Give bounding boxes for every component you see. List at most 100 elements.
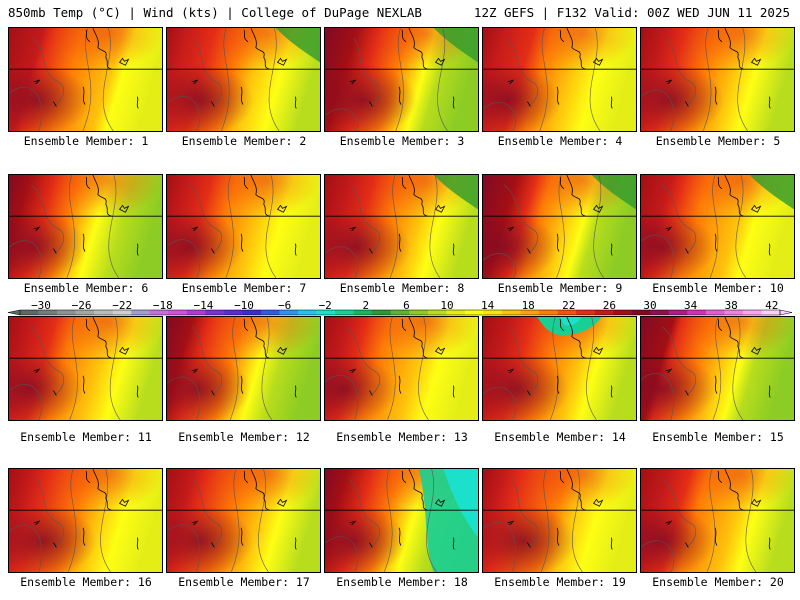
ensemble-map-panel (640, 316, 795, 421)
ensemble-member-label: Ensemble Member: 7 (181, 281, 307, 295)
ensemble-map-panel (324, 174, 479, 279)
temperature-field-map (483, 317, 636, 420)
ensemble-map-panel (482, 27, 637, 132)
colorbar-tick-label: 10 (440, 299, 454, 312)
colorbar-tick-label: −6 (277, 299, 292, 312)
temperature-field-map (9, 28, 162, 131)
colorbar-tick-label: −30 (31, 299, 51, 312)
colorbar-swatch (20, 310, 39, 315)
ensemble-map-panel (166, 174, 321, 279)
ensemble-member-label: Ensemble Member: 4 (497, 134, 623, 148)
colorbar-swatch (705, 310, 725, 315)
colorbar-swatch (446, 310, 466, 315)
temperature-field-map (167, 28, 320, 131)
colorbar-swatch (94, 310, 113, 315)
colorbar-tick-label: −10 (234, 299, 254, 312)
ensemble-member-label: Ensemble Member: 15 (652, 430, 784, 444)
colorbar-swatch (687, 310, 707, 315)
ensemble-member-label: Ensemble Member: 12 (178, 430, 310, 444)
temperature-field-map (325, 317, 478, 420)
colorbar-swatch (75, 310, 95, 315)
temperature-field-map (483, 28, 636, 131)
temperature-field-map (325, 469, 478, 572)
colorbar-swatch (539, 310, 558, 315)
chart-title: 850mb Temp (°C) | Wind (kts) | College o… (8, 5, 422, 20)
colorbar-tick-label: 26 (602, 299, 617, 312)
ensemble-member-label: Ensemble Member: 20 (652, 575, 784, 589)
colorbar-swatch (316, 310, 336, 315)
colorbar-swatch (131, 310, 151, 315)
colorbar-swatch (520, 310, 540, 315)
colorbar-tick-label: 34 (683, 299, 698, 312)
ensemble-member-label: Ensemble Member: 13 (336, 430, 468, 444)
colorbar-tick-label: −18 (152, 299, 173, 312)
ensemble-map-panel (324, 27, 479, 132)
colorbar-tick-label: 30 (643, 299, 657, 312)
ensemble-map-panel (482, 174, 637, 279)
colorbar-tick-label: −26 (71, 299, 92, 312)
colorbar-swatch (742, 310, 762, 315)
ensemble-member-label: Ensemble Member: 5 (655, 134, 781, 148)
ensemble-member-label: Ensemble Member: 9 (497, 281, 623, 295)
colorbar-swatch (761, 310, 781, 315)
colorbar-swatch (650, 310, 670, 315)
temperature-field-map (325, 175, 478, 278)
colorbar-tick-label: 22 (562, 299, 576, 312)
ensemble-map-panel (640, 174, 795, 279)
colorbar-swatch (223, 310, 243, 315)
ensemble-map-panel (640, 27, 795, 132)
colorbar-swatch (205, 310, 225, 315)
colorbar-swatch (38, 310, 58, 315)
colorbar-swatch (186, 310, 206, 315)
colorbar-swatch (298, 310, 317, 315)
ensemble-member-label: Ensemble Member: 10 (652, 281, 784, 295)
ensemble-map-panel (482, 468, 637, 573)
colorbar-tick-label: −2 (318, 299, 332, 312)
ensemble-member-label: Ensemble Member: 17 (178, 575, 310, 589)
ensemble-member-label: Ensemble Member: 6 (23, 281, 149, 295)
ensemble-member-label: Ensemble Member: 3 (339, 134, 465, 148)
colorbar-swatch (409, 310, 429, 315)
ensemble-member-label: Ensemble Member: 1 (23, 134, 149, 148)
ensemble-map-panel (324, 316, 479, 421)
colorbar-swatch (668, 310, 688, 315)
colorbar-arrow-left (8, 309, 21, 316)
colorbar-swatch (724, 310, 744, 315)
colorbar-swatch (279, 310, 299, 315)
colorbar-swatch (483, 310, 503, 315)
colorbar-swatch (112, 310, 132, 315)
colorbar-swatch (557, 310, 577, 315)
temperature-field-map (641, 469, 794, 572)
ensemble-map-panel (640, 468, 795, 573)
ensemble-map-panel (324, 468, 479, 573)
ensemble-member-label: Ensemble Member: 16 (20, 575, 152, 589)
ensemble-member-label: Ensemble Member: 18 (336, 575, 468, 589)
colorbar-tick-label: −14 (193, 299, 214, 312)
ensemble-map-panel (8, 27, 163, 132)
ensemble-map-panel (166, 27, 321, 132)
temperature-field-map (641, 175, 794, 278)
colorbar-swatch (631, 310, 651, 315)
colorbar-swatch (501, 310, 521, 315)
temperature-field-map (325, 28, 478, 131)
colorbar-swatch (390, 310, 410, 315)
colorbar-tick-label: −22 (112, 299, 133, 312)
colorbar-swatch (372, 310, 392, 315)
colorbar-swatch (57, 310, 76, 315)
ensemble-map-panel (166, 316, 321, 421)
colorbar-swatch (335, 310, 354, 315)
colorbar-swatch (260, 310, 280, 315)
temperature-field-map (641, 317, 794, 420)
temperature-field-map (9, 175, 162, 278)
colorbar-tick-label: 18 (521, 299, 535, 312)
ensemble-map-panel (8, 174, 163, 279)
temperature-field-map (483, 175, 636, 278)
temperature-field-map (167, 469, 320, 572)
colorbar-tick-label: 2 (362, 299, 370, 312)
ensemble-member-label: Ensemble Member: 14 (494, 430, 626, 444)
temperature-field-map (9, 469, 162, 572)
colorbar-swatch (613, 310, 633, 315)
temperature-field-map (9, 317, 162, 420)
colorbar-swatch (168, 310, 188, 315)
colorbar-tick-label: 6 (403, 299, 410, 312)
